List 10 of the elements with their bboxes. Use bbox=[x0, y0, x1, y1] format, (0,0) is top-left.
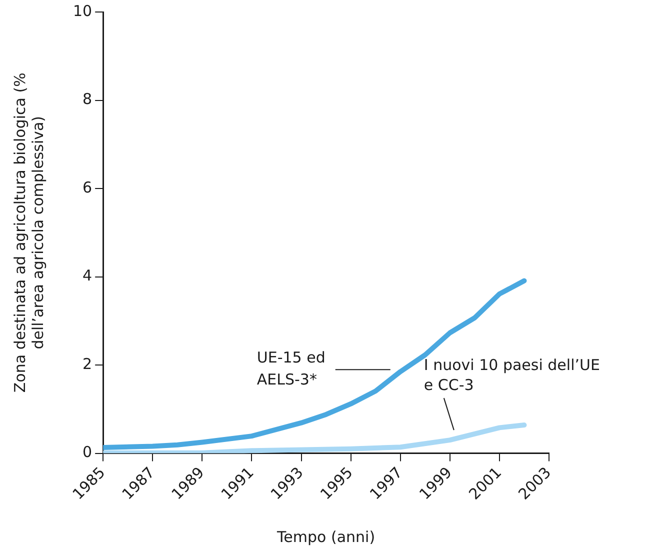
y-tick-label: 0 bbox=[82, 443, 92, 462]
y-axis-title: Zona destinata ad agricoltura biologica (% dell’area agricola complessiva) bbox=[10, 72, 47, 393]
y-tick-label: 8 bbox=[82, 90, 92, 108]
x-axis-title: Tempo (anni) bbox=[276, 528, 376, 546]
y-tick-label: 2 bbox=[82, 354, 92, 373]
y-tick-label: 4 bbox=[82, 266, 92, 285]
y-tick-label: 10 bbox=[72, 2, 92, 20]
y-tick-label: 6 bbox=[82, 178, 92, 196]
series-label: UE-15 ed AELS-3* bbox=[256, 348, 326, 389]
text: I nuovi 10 paesi dell’UE e CC-3 bbox=[424, 356, 600, 394]
